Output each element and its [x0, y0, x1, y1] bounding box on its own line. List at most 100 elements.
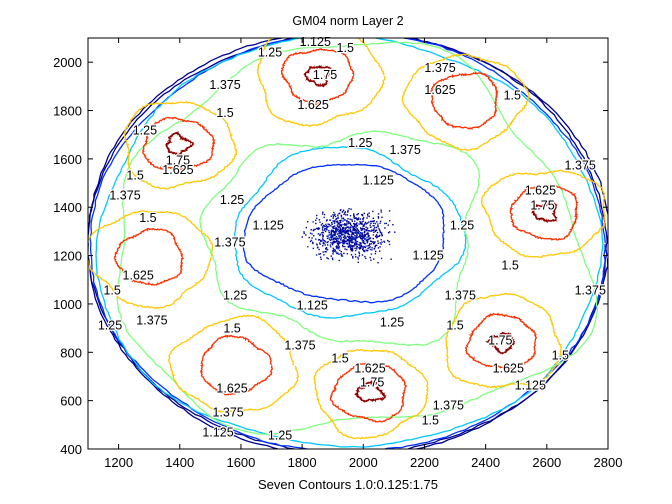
speckle-point [380, 233, 383, 235]
speckle-point [323, 242, 325, 245]
speckle-point [350, 237, 352, 239]
speckle-point [344, 234, 346, 236]
speckle-point [353, 217, 356, 220]
speckle-point [334, 233, 336, 235]
speckle-point [370, 243, 373, 245]
speckle-point [334, 213, 336, 215]
speckle-point [338, 259, 340, 262]
contour-label: 1.125 [413, 248, 444, 262]
speckle-point [356, 227, 358, 230]
contour-label: 1.5 [337, 41, 354, 55]
speckle-point [333, 225, 335, 228]
speckle-point [349, 244, 351, 246]
speckle-point [340, 228, 342, 230]
speckle-point [349, 241, 351, 243]
speckle-point [349, 246, 351, 248]
speckle-point [312, 241, 314, 244]
speckle-point [347, 246, 350, 248]
speckle-point [342, 240, 345, 242]
speckle-point [349, 218, 351, 220]
speckle-point [328, 237, 330, 239]
speckle-point [337, 228, 339, 230]
speckle-point [358, 253, 361, 255]
speckle-point [342, 227, 345, 229]
speckle-point [333, 250, 335, 253]
speckle-point [332, 229, 334, 232]
contour-peak-2-1_75 [303, 64, 333, 88]
speckle-point [344, 227, 347, 230]
speckle-point [349, 215, 352, 217]
speckle-point [324, 225, 326, 228]
speckle-point [369, 246, 371, 248]
speckle-point [334, 241, 337, 243]
speckle-point [366, 236, 368, 238]
speckle-point [362, 225, 364, 227]
speckle-point [375, 250, 377, 253]
speckle-point [385, 222, 387, 225]
speckle-point [388, 243, 391, 246]
speckle-point [349, 239, 351, 241]
chart-title: GM04 norm Layer 2 [292, 14, 403, 28]
speckle-point [374, 244, 377, 247]
speckle-point [355, 240, 358, 243]
speckle-point [347, 209, 349, 212]
speckle-point [364, 246, 367, 249]
y-tick-label: 600 [60, 394, 82, 409]
speckle-point [317, 246, 319, 248]
speckle-point [358, 251, 360, 253]
speckle-point [360, 235, 362, 238]
speckle-point [338, 222, 340, 224]
speckle-point [367, 230, 369, 232]
speckle-point [352, 229, 354, 231]
speckle-point [310, 239, 313, 242]
contour-label: 1.125 [363, 173, 394, 187]
speckle-point [328, 231, 330, 234]
speckle-point [357, 261, 359, 263]
speckle-point [354, 232, 357, 234]
speckle-point [332, 253, 334, 255]
speckle-point [336, 221, 339, 223]
speckle-point [355, 230, 357, 232]
speckle-point [346, 219, 348, 222]
contour-label: 1.375 [284, 339, 315, 353]
speckle-point [360, 228, 363, 230]
speckle-point [354, 225, 356, 228]
speckle-point [356, 219, 358, 221]
contour-center-1_125 [242, 163, 445, 304]
contour-label: 1.25 [450, 218, 474, 232]
speckle-point [312, 242, 314, 245]
speckle-point [363, 231, 366, 234]
speckle-point [330, 246, 332, 248]
speckle-point [330, 241, 332, 244]
speckle-point [363, 238, 366, 240]
speckle-point [354, 242, 356, 244]
speckle-point [322, 236, 324, 238]
speckle-point [365, 238, 367, 240]
speckle-point [373, 258, 375, 260]
speckle-point [327, 241, 329, 243]
contour-label: 1.5 [552, 348, 569, 362]
speckle-point [315, 219, 317, 221]
speckle-point [333, 232, 335, 234]
speckle-point [331, 237, 333, 239]
speckle-point [325, 247, 328, 249]
speckle-point [316, 217, 318, 219]
speckle-point [376, 244, 378, 247]
contour-peak-7-1_625 [329, 362, 408, 423]
speckle-point [351, 236, 354, 238]
speckle-point [377, 223, 379, 225]
speckle-point [350, 247, 352, 249]
speckle-point [343, 213, 345, 216]
speckle-point [352, 233, 355, 235]
speckle-point [338, 237, 341, 239]
speckle-point [340, 251, 342, 253]
speckle-point [359, 218, 362, 220]
speckle-point [318, 253, 320, 255]
speckle-point [353, 238, 355, 240]
speckle-point [361, 240, 364, 242]
contour-peak-8-1_5 [445, 292, 563, 389]
speckle-point [338, 246, 340, 248]
speckle-point [372, 225, 374, 227]
speckle-point [337, 244, 340, 246]
